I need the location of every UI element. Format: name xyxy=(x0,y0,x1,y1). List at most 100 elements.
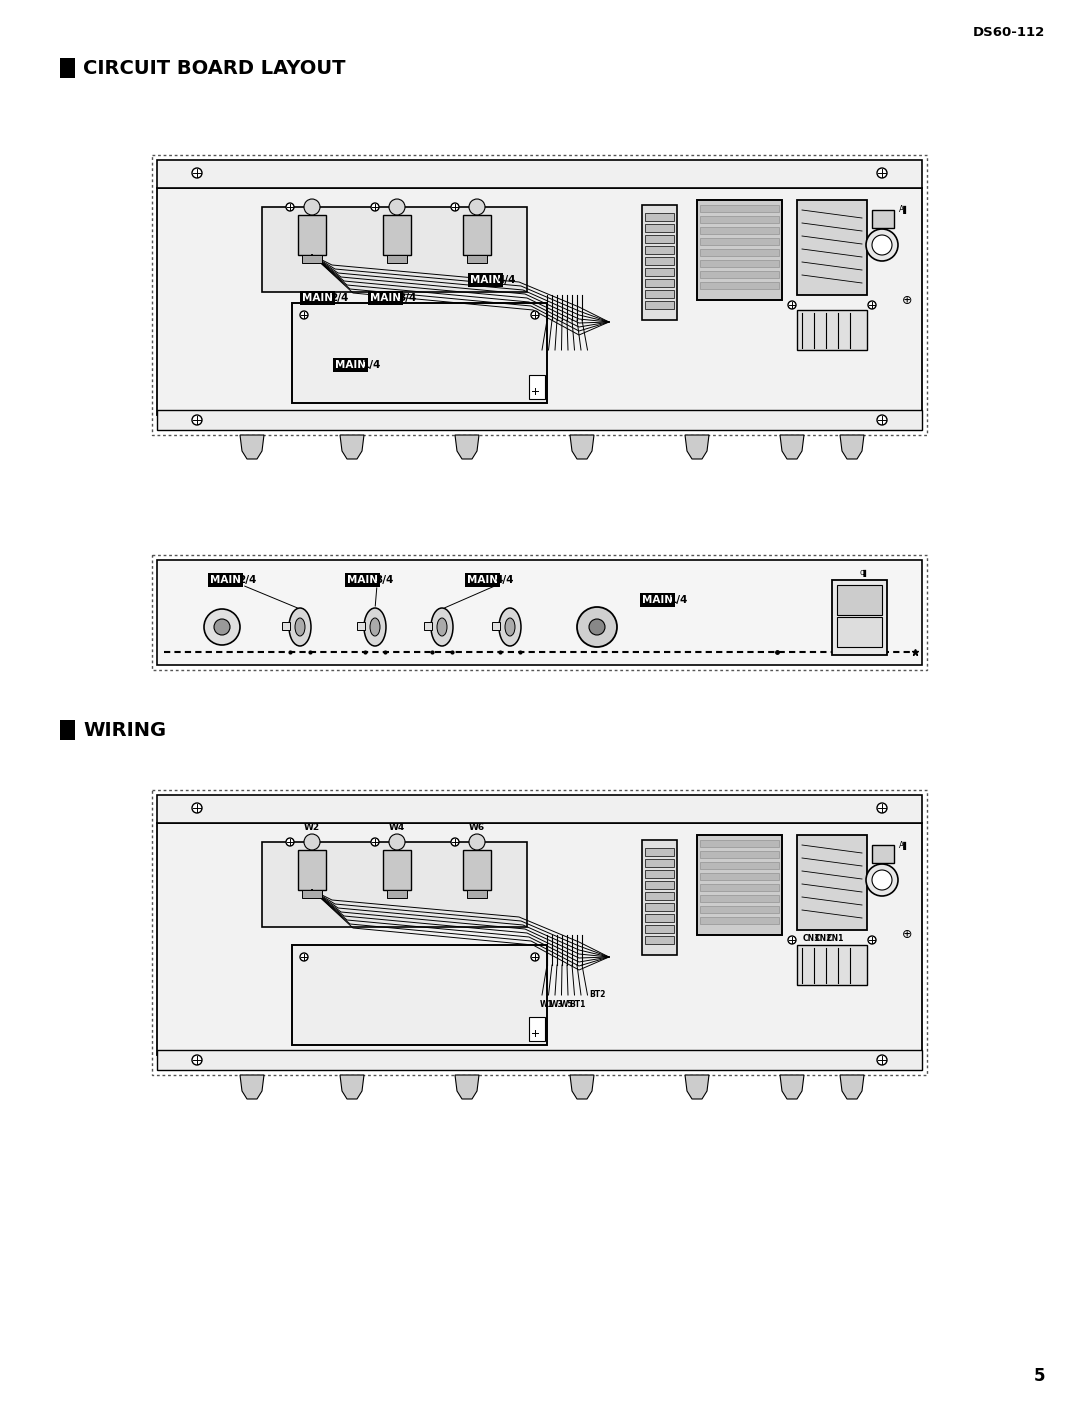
Circle shape xyxy=(192,1055,202,1065)
Text: CN3: CN3 xyxy=(804,934,821,943)
Polygon shape xyxy=(240,435,264,459)
Text: 2/4: 2/4 xyxy=(238,575,256,585)
Bar xyxy=(700,862,779,870)
Circle shape xyxy=(451,839,459,846)
Bar xyxy=(152,554,927,670)
Text: ⊕: ⊕ xyxy=(902,294,913,307)
Circle shape xyxy=(872,235,892,255)
Text: CN1: CN1 xyxy=(827,934,845,943)
Bar xyxy=(282,622,291,630)
Circle shape xyxy=(531,953,539,961)
Bar xyxy=(298,850,326,891)
Circle shape xyxy=(877,803,887,813)
Text: WIRING: WIRING xyxy=(83,720,166,740)
Ellipse shape xyxy=(364,608,386,646)
Circle shape xyxy=(868,301,876,310)
Text: BT1: BT1 xyxy=(569,1000,585,1009)
Circle shape xyxy=(192,415,202,425)
Polygon shape xyxy=(840,1075,864,1099)
Circle shape xyxy=(286,839,294,846)
Polygon shape xyxy=(570,435,594,459)
Bar xyxy=(645,267,674,276)
Bar xyxy=(645,212,674,221)
Circle shape xyxy=(531,311,539,319)
Text: MAIN: MAIN xyxy=(210,575,241,585)
Bar xyxy=(645,246,674,255)
Circle shape xyxy=(469,834,485,850)
Text: 1/4: 1/4 xyxy=(670,595,688,605)
Polygon shape xyxy=(780,435,804,459)
Circle shape xyxy=(192,803,202,813)
Bar xyxy=(642,205,677,319)
Ellipse shape xyxy=(437,618,447,636)
Bar xyxy=(697,200,782,300)
Bar xyxy=(697,834,782,936)
Text: DS60-112: DS60-112 xyxy=(973,25,1045,39)
Bar xyxy=(387,255,407,263)
Bar xyxy=(157,160,922,189)
Bar xyxy=(262,207,527,293)
Bar xyxy=(60,58,75,77)
Polygon shape xyxy=(685,1075,708,1099)
Text: BT2: BT2 xyxy=(589,991,605,999)
Bar xyxy=(357,622,365,630)
Bar xyxy=(700,872,779,879)
Bar xyxy=(463,215,491,255)
Bar xyxy=(700,238,779,245)
Bar xyxy=(797,200,867,295)
Bar xyxy=(152,155,927,435)
Bar xyxy=(832,580,887,656)
Bar xyxy=(383,850,411,891)
Bar xyxy=(700,851,779,858)
Bar xyxy=(424,622,432,630)
Bar xyxy=(157,1050,922,1069)
Text: MAIN: MAIN xyxy=(470,274,501,286)
Text: CN2: CN2 xyxy=(815,934,833,943)
Circle shape xyxy=(531,387,539,395)
Bar xyxy=(797,310,867,350)
Bar xyxy=(700,281,779,288)
Bar xyxy=(157,795,922,823)
Text: MAIN: MAIN xyxy=(467,575,498,585)
Text: MAIN: MAIN xyxy=(370,293,401,303)
Bar xyxy=(302,255,322,263)
Ellipse shape xyxy=(295,618,305,636)
Bar xyxy=(642,840,677,955)
Bar xyxy=(700,884,779,891)
Text: 4/4: 4/4 xyxy=(495,575,513,585)
Bar xyxy=(700,840,779,847)
Bar xyxy=(467,891,487,898)
Text: MAIN: MAIN xyxy=(302,293,333,303)
Text: W5: W5 xyxy=(561,1000,573,1009)
Bar xyxy=(872,846,894,862)
Bar xyxy=(298,215,326,255)
Circle shape xyxy=(877,415,887,425)
Text: W2: W2 xyxy=(303,823,320,833)
Polygon shape xyxy=(240,1075,264,1099)
Text: A▌: A▌ xyxy=(899,840,910,850)
Bar xyxy=(529,1017,545,1041)
Circle shape xyxy=(872,870,892,891)
Ellipse shape xyxy=(370,618,380,636)
Text: 4/4: 4/4 xyxy=(498,274,516,286)
Bar xyxy=(645,290,674,298)
Bar xyxy=(797,946,867,985)
Bar xyxy=(645,936,674,944)
Bar xyxy=(292,946,546,1045)
Bar xyxy=(645,279,674,287)
Bar xyxy=(529,376,545,400)
Bar xyxy=(152,789,927,1075)
Bar xyxy=(157,823,922,1055)
Bar xyxy=(700,260,779,267)
Bar xyxy=(700,205,779,212)
Bar xyxy=(60,720,75,740)
Bar xyxy=(645,257,674,265)
Bar xyxy=(157,409,922,431)
Bar xyxy=(700,272,779,279)
Text: 1/4: 1/4 xyxy=(363,360,381,370)
Circle shape xyxy=(531,1029,539,1037)
Circle shape xyxy=(868,936,876,944)
Polygon shape xyxy=(570,1075,594,1099)
Polygon shape xyxy=(340,435,364,459)
Text: W1: W1 xyxy=(540,1000,554,1009)
